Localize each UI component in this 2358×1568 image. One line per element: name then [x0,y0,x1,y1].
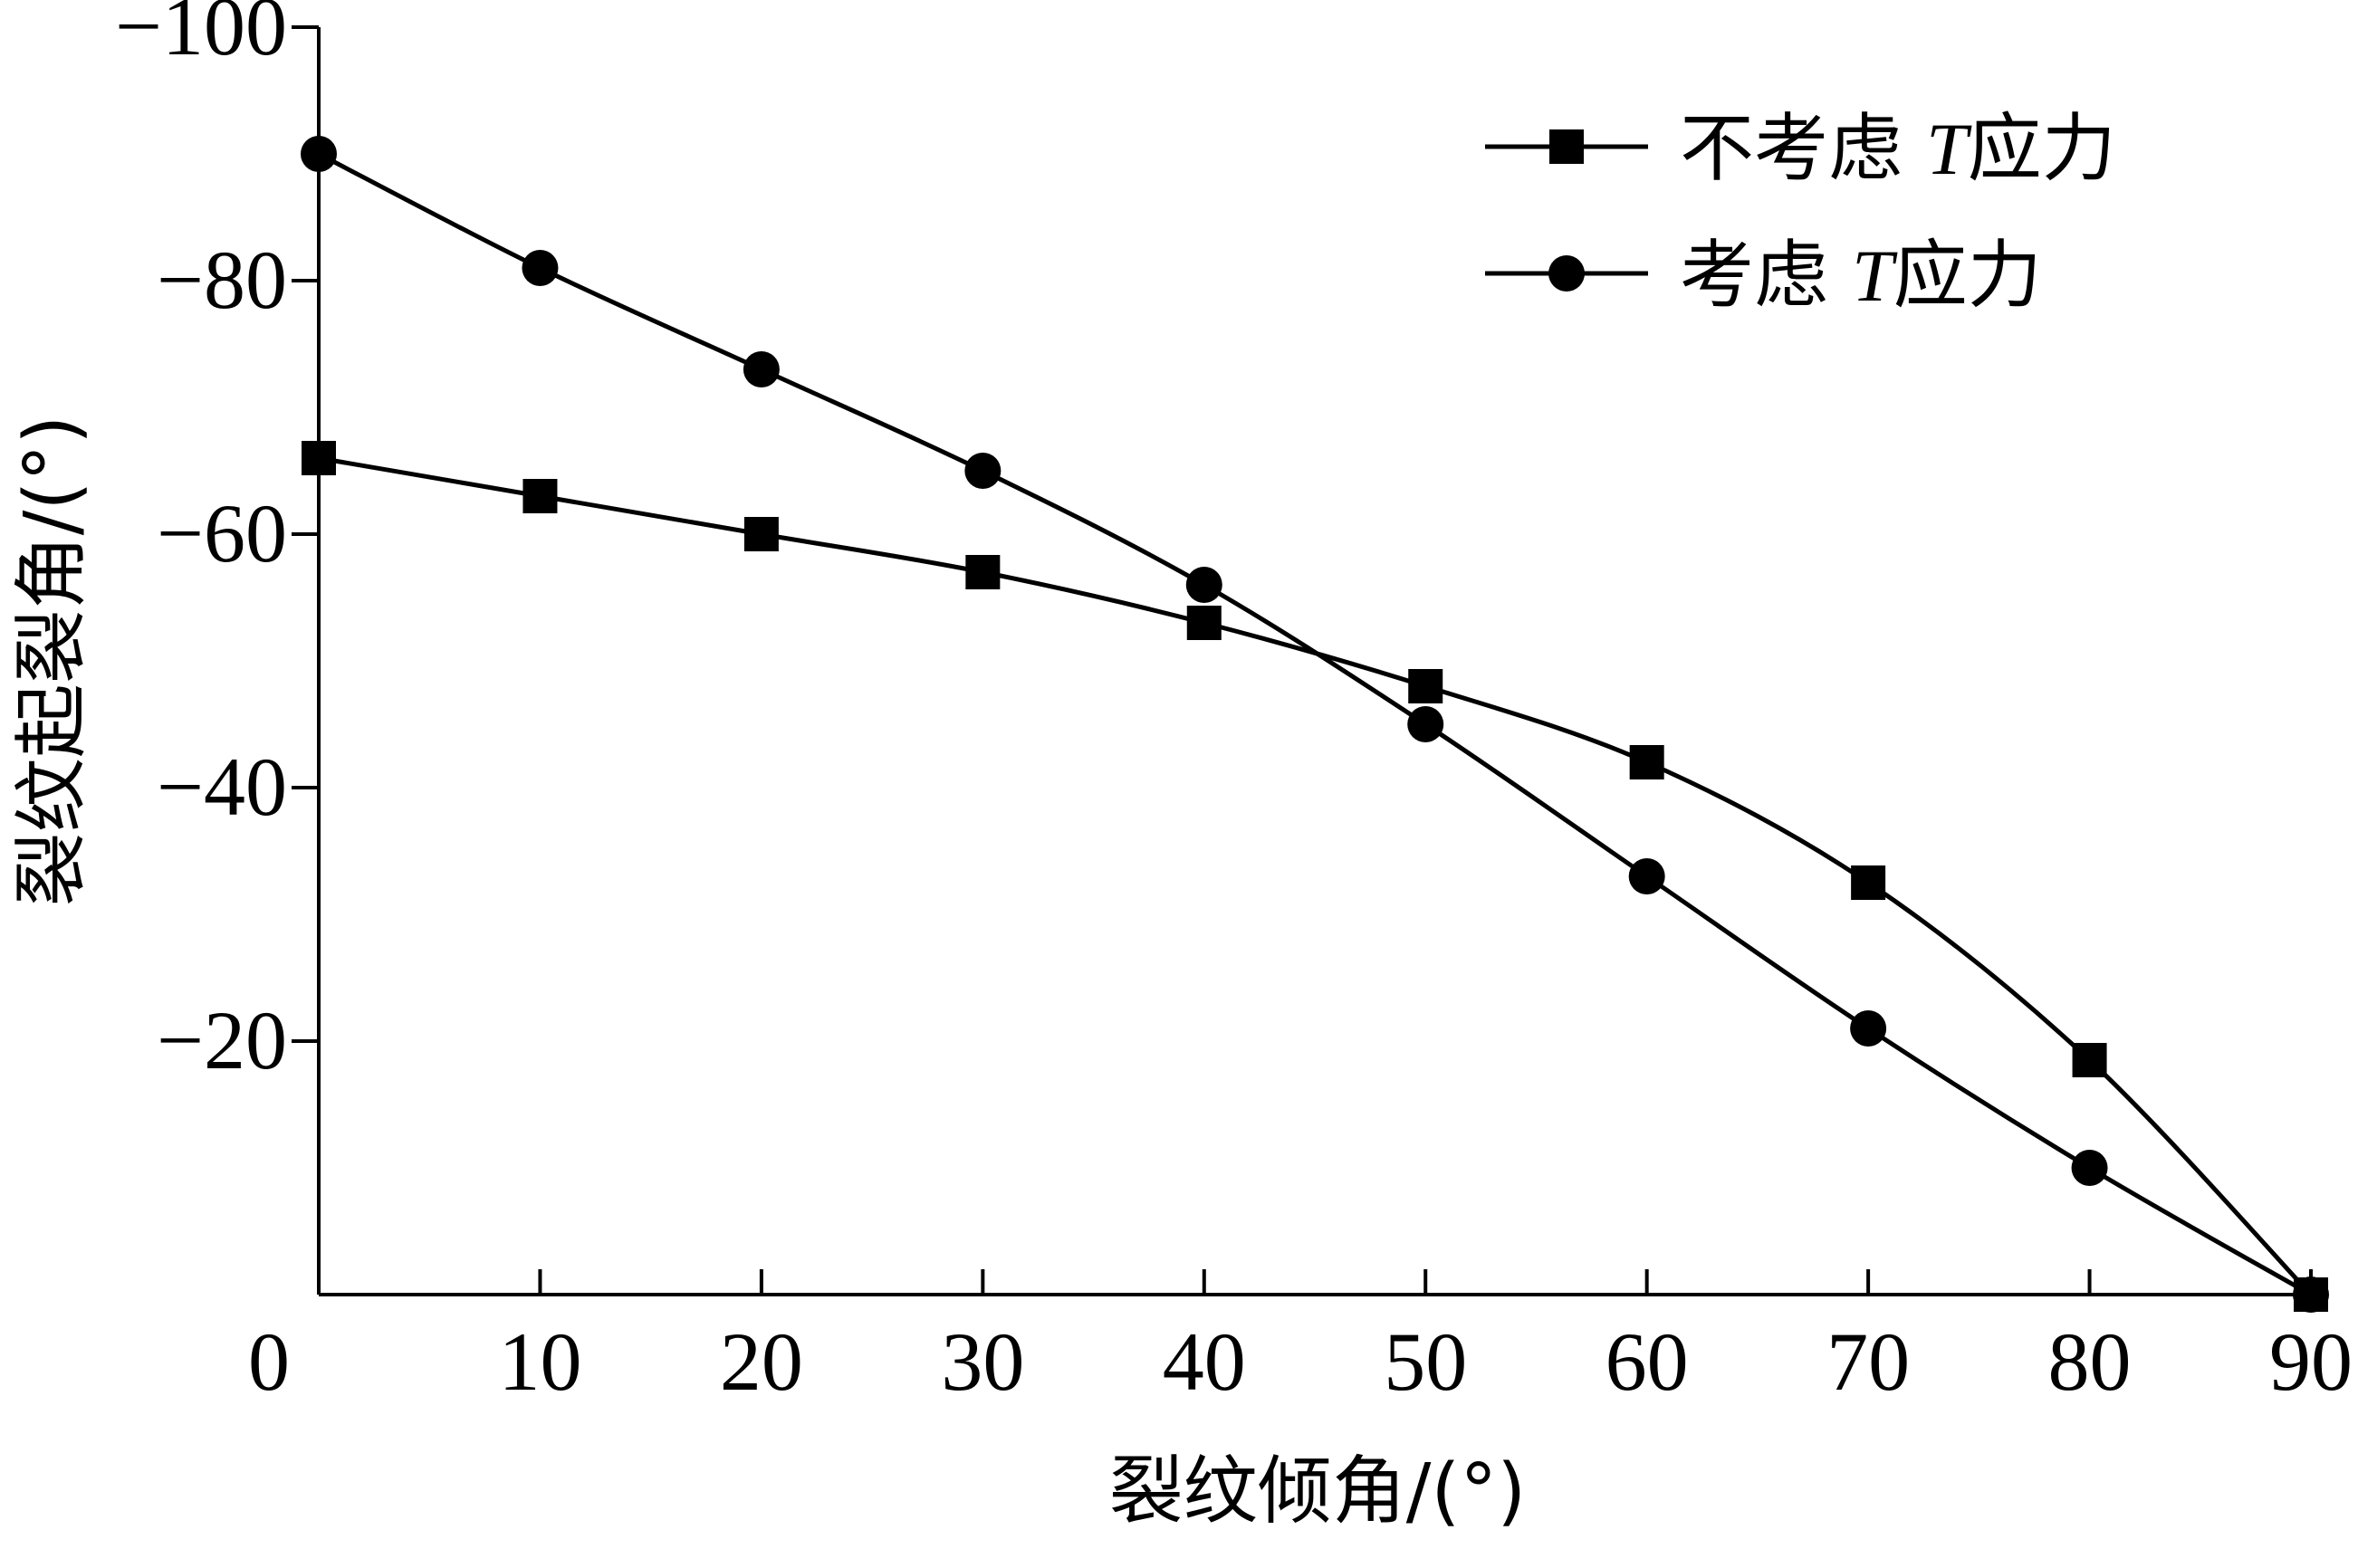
legend-marker-circle [1548,255,1585,292]
data-point-circle [1850,1010,1887,1047]
series-layer [301,136,2329,1313]
legend-label-1-var: T [1926,108,1972,190]
y-ticks: −20 −40 −60 −80 −100 [115,0,319,1086]
data-point-circle [1407,706,1444,742]
data-point-square [743,517,779,551]
y-tick-label: −40 [157,741,287,833]
data-point-circle [301,136,337,172]
data-point-circle [743,351,780,387]
legend-label-1-prefix: 不考虑 [1680,106,1926,192]
data-point-square [522,479,558,513]
legend-label-series-1: 不考虑 T应力 [1680,106,2116,192]
data-point-circle [2071,1150,2108,1186]
y-tick-label: −20 [157,994,287,1086]
data-point-square [1629,745,1664,779]
data-point-circle [964,453,1002,489]
axes [317,27,2311,1296]
data-point-square [1186,606,1222,640]
legend-label-2-prefix: 考虑 [1680,233,1852,319]
x-tick-label: 80 [2048,1315,2132,1408]
legend-label-series-2: 考虑 T应力 [1680,233,2042,319]
legend-label-2-var: T [1852,234,1898,317]
legend-item-series-1: 不考虑 T应力 [1485,106,2116,192]
series-line-2 [317,151,2313,1297]
y-tick-label: −60 [157,487,287,579]
y-tick-label: −100 [115,0,287,72]
legend-label-1-suffix: 应力 [1968,106,2116,192]
x-tick-label: 70 [1826,1315,1910,1408]
data-point-circle [522,250,559,286]
legend-marker-square [1549,129,1584,164]
x-tick-label: 10 [498,1315,581,1408]
x-tick-label: 40 [1163,1315,1246,1408]
legend: 不考虑 T应力 考虑 T应力 [1485,106,2116,319]
data-point-square [2072,1043,2107,1077]
data-point-circle [1628,858,1665,894]
data-point-square [1408,669,1443,703]
x-tick-label: 50 [1384,1315,1467,1408]
data-point-circle [2293,1276,2329,1313]
y-tick-label: −80 [157,234,287,326]
x-ticks: 0 10 20 30 40 50 60 70 80 90 [248,1269,2353,1408]
x-tick-label: 20 [720,1315,803,1408]
x-axis-title: 裂纹倾角/(°) [1109,1448,1527,1535]
legend-label-2-suffix: 应力 [1893,233,2042,319]
x-tick-label: 0 [248,1315,290,1408]
series-line-1 [318,455,2313,1296]
data-point-square [965,555,1001,589]
x-tick-label: 60 [1606,1315,1689,1408]
legend-item-series-2: 考虑 T应力 [1485,233,2042,319]
data-point-circle [1185,567,1222,603]
data-point-square [1851,865,1886,900]
y-axis-title: 裂纹起裂角/(°) [9,416,95,907]
x-tick-label: 90 [2269,1315,2353,1408]
x-tick-label: 30 [941,1315,1024,1408]
data-point-square [302,441,336,475]
